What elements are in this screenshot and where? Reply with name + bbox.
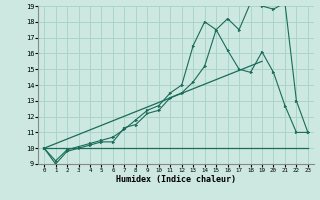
X-axis label: Humidex (Indice chaleur): Humidex (Indice chaleur) [116, 175, 236, 184]
